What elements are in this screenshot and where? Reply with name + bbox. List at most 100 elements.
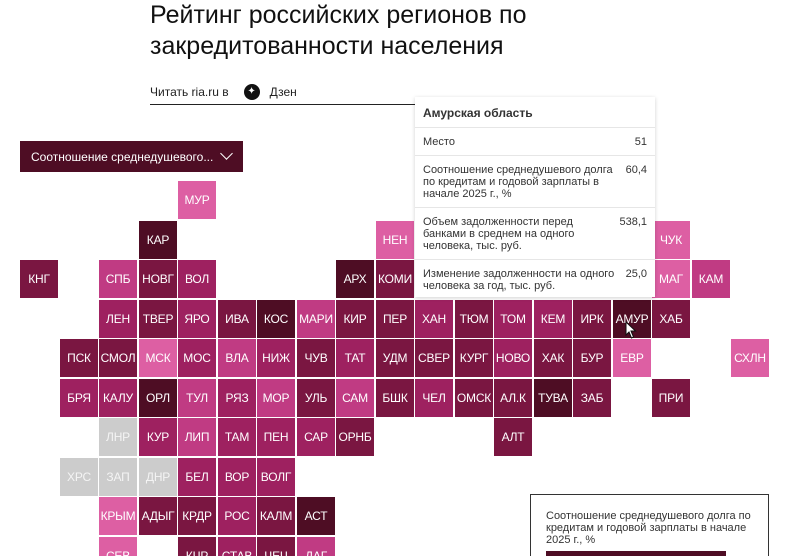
region-tile-56[interactable]: ЗАБ <box>573 379 611 417</box>
region-tile-13[interactable]: ТВЕР <box>139 300 177 338</box>
dzen-logo-icon <box>243 84 260 100</box>
region-tile-51[interactable]: БШК <box>376 379 414 417</box>
region-tile-47[interactable]: РЯЗ <box>218 379 256 417</box>
region-tile-62[interactable]: ПЕН <box>257 418 295 456</box>
region-tile-4[interactable]: КНГ <box>20 260 58 298</box>
region-tile-58[interactable]: ЛНР <box>99 418 137 456</box>
region-tile-40[interactable]: БУР <box>573 339 611 377</box>
region-tile-28[interactable]: СМОЛ <box>99 339 137 377</box>
region-tile-64[interactable]: ОРНБ <box>336 418 374 456</box>
region-tile-0[interactable]: МУР <box>178 181 216 219</box>
region-tile-31[interactable]: ВЛА <box>218 339 256 377</box>
region-tile-57[interactable]: ПРИ <box>652 379 690 417</box>
region-tile-44[interactable]: КАЛУ <box>99 379 137 417</box>
region-tile-50[interactable]: САМ <box>336 379 374 417</box>
region-tile-17[interactable]: МАРИ <box>297 300 335 338</box>
region-tile-75[interactable]: РОС <box>218 497 256 535</box>
tooltip-row: Место 51 <box>415 128 655 156</box>
region-tile-7[interactable]: ВОЛ <box>178 260 216 298</box>
region-tile-71[interactable]: ВОЛГ <box>257 458 295 496</box>
region-tile-3[interactable]: ЧУК <box>652 221 690 259</box>
region-tile-23[interactable]: КЕМ <box>534 300 572 338</box>
region-tile-46[interactable]: ТУЛ <box>178 379 216 417</box>
region-tile-53[interactable]: ОМСК <box>455 379 493 417</box>
region-tile-38[interactable]: НОВО <box>494 339 532 377</box>
region-tile-52[interactable]: ЧЕЛ <box>415 379 453 417</box>
page-title: Рейтинг российских регионов по закредито… <box>150 1 527 60</box>
region-tile-66[interactable]: ХРС <box>60 458 98 496</box>
region-tile-81[interactable]: ЧЕЧ <box>257 537 295 556</box>
tooltip-row: Соотношение среднедушевого долга по кред… <box>415 156 655 208</box>
mouse-pointer-icon <box>625 321 637 339</box>
region-tile-41[interactable]: ЕВР <box>613 339 651 377</box>
region-tile-32[interactable]: НИЖ <box>257 339 295 377</box>
divider <box>150 104 415 105</box>
region-tile-2[interactable]: НЕН <box>376 221 414 259</box>
region-tile-76[interactable]: КАЛМ <box>257 497 295 535</box>
tooltip-row-value: 60,4 <box>625 164 647 176</box>
region-tile-25[interactable]: АМУР <box>613 300 651 338</box>
tooltip-row-label: Место <box>423 136 455 148</box>
region-tile-19[interactable]: ПЕР <box>376 300 414 338</box>
region-tile-59[interactable]: КУР <box>139 418 177 456</box>
region-tile-12[interactable]: ЛЕН <box>99 300 137 338</box>
region-tile-1[interactable]: КАР <box>139 221 177 259</box>
region-tile-39[interactable]: ХАК <box>534 339 572 377</box>
region-tile-6[interactable]: НОВГ <box>139 260 177 298</box>
region-tile-61[interactable]: ТАМ <box>218 418 256 456</box>
region-tile-82[interactable]: ДАГ <box>297 537 335 556</box>
region-tile-8[interactable]: АРХ <box>336 260 374 298</box>
region-tile-10[interactable]: МАГ <box>652 260 690 298</box>
read-label: Читать ria.ru в <box>150 85 229 99</box>
region-tile-73[interactable]: АДЫГ <box>139 497 177 535</box>
region-tile-54[interactable]: АЛ.К <box>494 379 532 417</box>
region-tile-70[interactable]: ВОР <box>218 458 256 496</box>
region-tile-15[interactable]: ИВА <box>218 300 256 338</box>
tooltip-row: Объем задолженности перед банками в сред… <box>415 208 655 260</box>
tooltip-row-value: 51 <box>634 136 647 148</box>
region-tile-26[interactable]: ХАБ <box>652 300 690 338</box>
region-tile-65[interactable]: АЛТ <box>494 418 532 456</box>
tooltip-row-label: Изменение задолженности на одного челове… <box>423 268 615 292</box>
region-tile-69[interactable]: БЕЛ <box>178 458 216 496</box>
read-in-dzen[interactable]: Читать ria.ru в Дзен <box>150 84 297 100</box>
region-tile-79[interactable]: КЧР <box>178 537 216 556</box>
tooltip-row: Изменение задолженности на одного челове… <box>415 260 655 297</box>
region-tile-49[interactable]: УЛЬ <box>297 379 335 417</box>
region-tile-48[interactable]: МОР <box>257 379 295 417</box>
region-tile-27[interactable]: ПСК <box>60 339 98 377</box>
region-tile-11[interactable]: КАМ <box>692 260 730 298</box>
region-tile-9[interactable]: КОМИ <box>376 260 414 298</box>
region-tile-21[interactable]: ТЮМ <box>455 300 493 338</box>
region-tile-24[interactable]: ИРК <box>573 300 611 338</box>
region-tile-42[interactable]: СХЛН <box>731 339 769 377</box>
region-tile-68[interactable]: ДНР <box>139 458 177 496</box>
region-tile-78[interactable]: СЕВ <box>99 537 137 556</box>
region-tile-16[interactable]: КОС <box>257 300 295 338</box>
region-tile-45[interactable]: ОРЛ <box>139 379 177 417</box>
region-tile-80[interactable]: СТАВ <box>218 537 256 556</box>
dzen-label[interactable]: Дзен <box>269 85 297 99</box>
region-tile-37[interactable]: КУРГ <box>455 339 493 377</box>
region-tile-77[interactable]: АСТ <box>297 497 335 535</box>
region-tile-30[interactable]: МОС <box>178 339 216 377</box>
region-tile-74[interactable]: КРДР <box>178 497 216 535</box>
region-tile-29[interactable]: МСК <box>139 339 177 377</box>
region-tile-60[interactable]: ЛИП <box>178 418 216 456</box>
region-tile-14[interactable]: ЯРО <box>178 300 216 338</box>
region-tile-20[interactable]: ХАН <box>415 300 453 338</box>
region-tile-35[interactable]: УДМ <box>376 339 414 377</box>
region-tile-34[interactable]: ТАТ <box>336 339 374 377</box>
region-tile-63[interactable]: САР <box>297 418 335 456</box>
region-tile-22[interactable]: ТОМ <box>494 300 532 338</box>
region-tile-5[interactable]: СПБ <box>99 260 137 298</box>
region-tile-67[interactable]: ЗАП <box>99 458 137 496</box>
region-tile-55[interactable]: ТУВА <box>534 379 572 417</box>
region-tile-43[interactable]: БРЯ <box>60 379 98 417</box>
region-tile-18[interactable]: КИР <box>336 300 374 338</box>
region-tile-33[interactable]: ЧУВ <box>297 339 335 377</box>
indicator-dropdown[interactable]: Соотношение среднедушевого... <box>20 141 243 172</box>
region-tile-72[interactable]: КРЫМ <box>99 497 137 535</box>
region-tile-36[interactable]: СВЕР <box>415 339 453 377</box>
tooltip-row-value: 25,0 <box>625 268 647 280</box>
